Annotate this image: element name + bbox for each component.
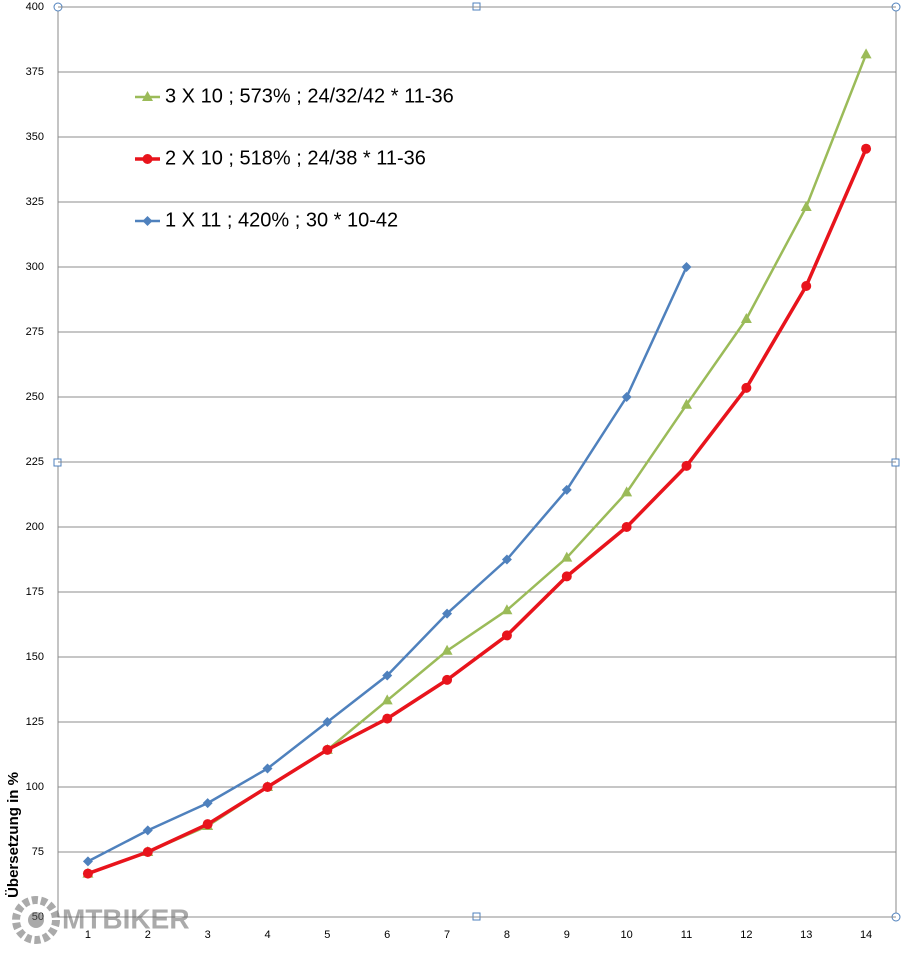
marker	[82, 856, 93, 867]
marker	[801, 280, 812, 291]
x-tick-label: 9	[564, 929, 570, 941]
x-tick-label: 14	[860, 929, 872, 941]
y-tick-label: 250	[26, 391, 44, 403]
x-tick-label: 11	[681, 929, 692, 941]
y-tick-label: 400	[26, 1, 44, 13]
y-tick-label: 150	[26, 651, 44, 663]
marker	[561, 571, 572, 582]
marker	[142, 154, 153, 164]
legend-label: 2 X 10 ; 518% ; 24/38 * 11-36	[165, 147, 426, 169]
marker	[501, 604, 513, 615]
marker	[142, 825, 153, 836]
marker	[621, 392, 632, 402]
legend-entry: 3 X 10 ; 573% ; 24/32/42 * 11-36	[135, 85, 454, 107]
marker	[442, 608, 453, 619]
marker	[681, 398, 692, 409]
marker	[860, 48, 872, 59]
legend-entry: 2 X 10 ; 518% ; 24/38 * 11-36	[135, 147, 426, 169]
legend-label: 1 X 11 ; 420% ; 30 * 10-42	[165, 209, 398, 231]
marker	[82, 868, 93, 879]
x-tick-label: 13	[800, 929, 812, 941]
marker	[202, 819, 213, 830]
marker	[740, 313, 752, 323]
x-tick-label: 12	[740, 929, 752, 941]
marker	[322, 744, 333, 755]
marker	[501, 630, 512, 641]
x-tick-label: 3	[205, 929, 211, 941]
y-tick-label: 75	[32, 846, 44, 858]
x-tick-label: 6	[384, 929, 390, 941]
marker	[381, 694, 393, 705]
marker	[441, 644, 453, 655]
marker	[202, 798, 213, 809]
marker	[741, 382, 752, 393]
marker	[621, 486, 633, 497]
y-tick-label: 200	[26, 521, 44, 533]
x-tick-label: 10	[621, 929, 633, 941]
x-tick-label: 5	[324, 929, 330, 941]
marker	[561, 551, 573, 562]
x-tick-label: 2	[145, 929, 151, 941]
marker	[861, 143, 872, 154]
marker	[322, 717, 333, 727]
x-tick-label: 4	[264, 929, 270, 941]
series	[82, 143, 872, 879]
marker	[262, 763, 273, 774]
y-tick-label: 225	[26, 456, 44, 468]
marker	[442, 674, 453, 685]
marker	[142, 91, 153, 101]
series-line	[87, 148, 868, 876]
watermark: MTBIKER	[12, 896, 190, 944]
y-tick-label: 375	[26, 66, 44, 78]
y-tick-label: 100	[26, 781, 44, 793]
watermark-text: MTBIKER	[62, 903, 190, 934]
marker	[142, 847, 153, 857]
watermark-gear-core	[28, 912, 44, 928]
y-tick-label: 325	[26, 196, 44, 208]
marker	[262, 782, 273, 792]
series	[82, 262, 692, 867]
x-tick-label: 8	[504, 929, 510, 941]
marker	[800, 200, 812, 211]
marker	[142, 216, 153, 226]
y-tick-label: 300	[26, 261, 44, 273]
y-tick-label: 125	[26, 716, 44, 728]
x-tick-label: 7	[444, 929, 450, 941]
x-tick-label: 1	[85, 929, 91, 941]
marker	[501, 554, 512, 565]
y-axis-label: Übersetzung in %	[5, 772, 22, 898]
marker	[382, 713, 393, 724]
marker	[681, 262, 692, 272]
marker	[621, 522, 632, 532]
y-tick-label: 175	[26, 586, 44, 598]
legend-entry: 1 X 11 ; 420% ; 30 * 10-42	[135, 209, 398, 231]
marker	[561, 484, 572, 495]
y-tick-label: 275	[26, 326, 44, 338]
marker	[382, 670, 393, 681]
y-tick-label: 350	[26, 131, 44, 143]
watermark-gear	[12, 896, 60, 944]
legend-label: 3 X 10 ; 573% ; 24/32/42 * 11-36	[165, 85, 454, 107]
marker	[681, 460, 692, 471]
